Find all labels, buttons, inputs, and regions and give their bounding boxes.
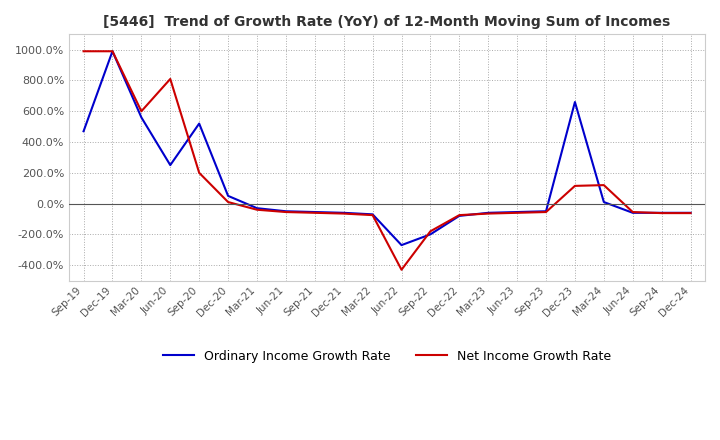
Net Income Growth Rate	[513, 210, 521, 216]
Net Income Growth Rate	[310, 210, 319, 216]
Ordinary Income Growth Rate	[513, 209, 521, 215]
Ordinary Income Growth Rate	[224, 193, 233, 198]
Net Income Growth Rate	[108, 48, 117, 54]
Net Income Growth Rate	[166, 76, 174, 81]
Ordinary Income Growth Rate	[79, 128, 88, 134]
Net Income Growth Rate	[541, 209, 550, 215]
Ordinary Income Growth Rate	[253, 205, 261, 211]
Net Income Growth Rate	[455, 213, 464, 218]
Legend: Ordinary Income Growth Rate, Net Income Growth Rate: Ordinary Income Growth Rate, Net Income …	[158, 345, 616, 368]
Net Income Growth Rate	[282, 209, 290, 215]
Net Income Growth Rate	[224, 199, 233, 205]
Net Income Growth Rate	[369, 213, 377, 218]
Net Income Growth Rate	[657, 210, 666, 216]
Ordinary Income Growth Rate	[426, 232, 435, 237]
Ordinary Income Growth Rate	[686, 210, 695, 216]
Net Income Growth Rate	[79, 48, 88, 54]
Net Income Growth Rate	[339, 211, 348, 216]
Net Income Growth Rate	[253, 207, 261, 213]
Ordinary Income Growth Rate	[195, 121, 204, 126]
Ordinary Income Growth Rate	[397, 242, 406, 248]
Title: [5446]  Trend of Growth Rate (YoY) of 12-Month Moving Sum of Incomes: [5446] Trend of Growth Rate (YoY) of 12-…	[104, 15, 671, 29]
Net Income Growth Rate	[137, 109, 145, 114]
Net Income Growth Rate	[195, 170, 204, 176]
Net Income Growth Rate	[397, 267, 406, 272]
Net Income Growth Rate	[629, 209, 637, 215]
Ordinary Income Growth Rate	[657, 210, 666, 216]
Net Income Growth Rate	[686, 210, 695, 216]
Line: Net Income Growth Rate: Net Income Growth Rate	[84, 51, 690, 270]
Ordinary Income Growth Rate	[310, 209, 319, 215]
Ordinary Income Growth Rate	[137, 115, 145, 120]
Ordinary Income Growth Rate	[369, 212, 377, 217]
Ordinary Income Growth Rate	[455, 213, 464, 219]
Line: Ordinary Income Growth Rate: Ordinary Income Growth Rate	[84, 51, 690, 245]
Net Income Growth Rate	[600, 183, 608, 188]
Ordinary Income Growth Rate	[339, 210, 348, 216]
Ordinary Income Growth Rate	[166, 162, 174, 168]
Ordinary Income Growth Rate	[629, 210, 637, 216]
Ordinary Income Growth Rate	[484, 210, 492, 216]
Ordinary Income Growth Rate	[541, 209, 550, 214]
Ordinary Income Growth Rate	[108, 48, 117, 54]
Ordinary Income Growth Rate	[282, 209, 290, 214]
Net Income Growth Rate	[426, 229, 435, 234]
Ordinary Income Growth Rate	[571, 99, 580, 105]
Ordinary Income Growth Rate	[600, 199, 608, 205]
Net Income Growth Rate	[484, 211, 492, 216]
Net Income Growth Rate	[571, 183, 580, 188]
